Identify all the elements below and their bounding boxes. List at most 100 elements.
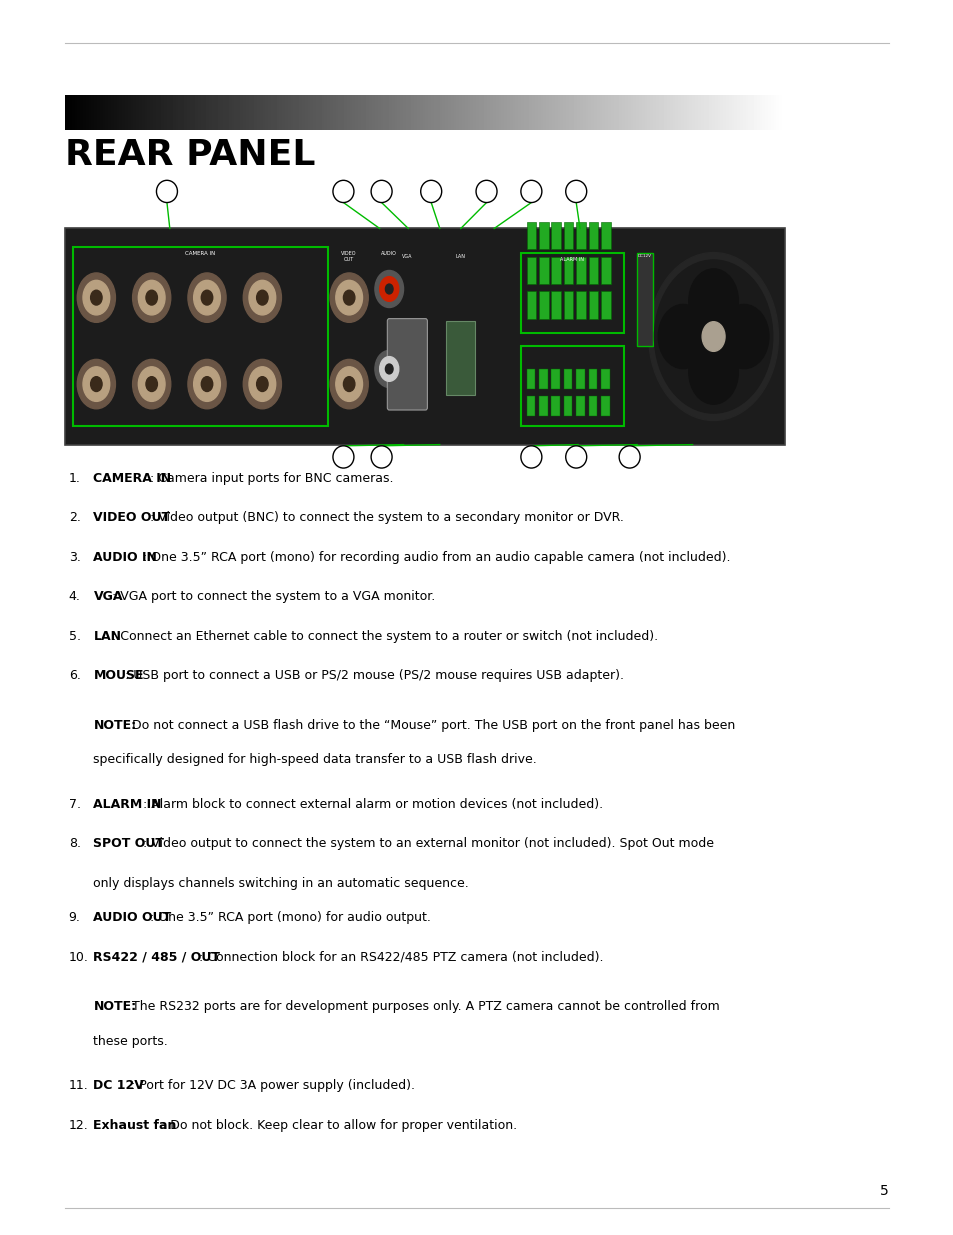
Circle shape <box>375 270 403 308</box>
Circle shape <box>379 277 398 301</box>
Text: : Connection block for an RS422/485 PTZ camera (not included).: : Connection block for an RS422/485 PTZ … <box>199 951 603 965</box>
FancyBboxPatch shape <box>65 228 784 445</box>
FancyBboxPatch shape <box>538 369 547 389</box>
FancyBboxPatch shape <box>600 291 610 319</box>
Text: : Alarm block to connect external alarm or motion devices (not included).: : Alarm block to connect external alarm … <box>143 798 603 811</box>
Circle shape <box>385 364 393 374</box>
Text: 5.: 5. <box>69 630 81 643</box>
Circle shape <box>91 377 102 391</box>
FancyBboxPatch shape <box>538 257 548 284</box>
Text: AUDIO: AUDIO <box>381 251 396 256</box>
Circle shape <box>146 290 157 305</box>
Text: MOUSE: MOUSE <box>93 669 144 683</box>
Circle shape <box>138 280 165 315</box>
Circle shape <box>77 359 115 409</box>
Text: ALARM IN: ALARM IN <box>559 257 584 262</box>
FancyBboxPatch shape <box>588 257 598 284</box>
Text: VGA: VGA <box>401 254 413 259</box>
Circle shape <box>654 259 772 412</box>
FancyBboxPatch shape <box>576 396 584 416</box>
FancyBboxPatch shape <box>551 257 560 284</box>
FancyBboxPatch shape <box>551 369 559 389</box>
Circle shape <box>138 367 165 401</box>
FancyBboxPatch shape <box>538 396 547 416</box>
FancyBboxPatch shape <box>551 396 559 416</box>
Circle shape <box>719 304 768 368</box>
Text: 1.: 1. <box>69 472 80 485</box>
Ellipse shape <box>618 446 639 468</box>
Circle shape <box>330 359 368 409</box>
Text: 5: 5 <box>880 1184 888 1198</box>
Circle shape <box>375 351 403 388</box>
Text: AUDIO OUT: AUDIO OUT <box>93 911 172 925</box>
FancyBboxPatch shape <box>576 257 585 284</box>
Text: RS422 / 485 / OUT: RS422 / 485 / OUT <box>93 951 220 965</box>
Text: : Camera input ports for BNC cameras.: : Camera input ports for BNC cameras. <box>150 472 393 485</box>
Circle shape <box>243 273 281 322</box>
Text: NOTE:: NOTE: <box>93 1000 136 1014</box>
Text: 11.: 11. <box>69 1079 89 1093</box>
Ellipse shape <box>333 180 354 203</box>
Circle shape <box>77 273 115 322</box>
Text: : VGA port to connect the system to a VGA monitor.: : VGA port to connect the system to a VG… <box>112 590 435 604</box>
Text: : Port for 12V DC 3A power supply (included).: : Port for 12V DC 3A power supply (inclu… <box>131 1079 415 1093</box>
FancyBboxPatch shape <box>588 369 597 389</box>
FancyBboxPatch shape <box>576 369 584 389</box>
Circle shape <box>188 359 226 409</box>
Circle shape <box>330 273 368 322</box>
Circle shape <box>343 290 355 305</box>
FancyBboxPatch shape <box>563 291 573 319</box>
Circle shape <box>243 359 281 409</box>
Ellipse shape <box>333 446 354 468</box>
FancyBboxPatch shape <box>526 257 536 284</box>
Text: The RS232 ports are for development purposes only. A PTZ camera cannot be contro: The RS232 ports are for development purp… <box>129 1000 720 1014</box>
FancyBboxPatch shape <box>387 319 427 410</box>
Text: : One 3.5” RCA port (mono) for recording audio from an audio capable camera (not: : One 3.5” RCA port (mono) for recording… <box>143 551 730 564</box>
Text: DC12V: DC12V <box>638 254 651 258</box>
FancyBboxPatch shape <box>588 222 598 249</box>
FancyBboxPatch shape <box>563 369 572 389</box>
Circle shape <box>648 252 778 420</box>
FancyBboxPatch shape <box>538 291 548 319</box>
FancyBboxPatch shape <box>576 222 585 249</box>
Ellipse shape <box>156 180 177 203</box>
Text: 10.: 10. <box>69 951 89 965</box>
Text: NOTE:: NOTE: <box>93 719 136 732</box>
Text: 6.: 6. <box>69 669 80 683</box>
Circle shape <box>83 280 110 315</box>
Text: AUDIO IN: AUDIO IN <box>93 551 157 564</box>
Text: SPOT OUT: SPOT OUT <box>93 837 164 851</box>
Text: CAMERA IN: CAMERA IN <box>185 251 215 256</box>
Text: : Connect an Ethernet cable to connect the system to a router or switch (not inc: : Connect an Ethernet cable to connect t… <box>112 630 658 643</box>
Ellipse shape <box>520 446 541 468</box>
Text: VIDEO
OUT: VIDEO OUT <box>341 251 356 262</box>
FancyBboxPatch shape <box>600 396 609 416</box>
Text: REAR PANEL: REAR PANEL <box>65 138 314 173</box>
Circle shape <box>701 321 724 351</box>
FancyBboxPatch shape <box>563 222 573 249</box>
Circle shape <box>132 359 171 409</box>
Ellipse shape <box>565 180 586 203</box>
Ellipse shape <box>520 180 541 203</box>
Text: : Do not block. Keep clear to allow for proper ventilation.: : Do not block. Keep clear to allow for … <box>162 1119 517 1132</box>
Text: : One 3.5” RCA port (mono) for audio output.: : One 3.5” RCA port (mono) for audio out… <box>150 911 430 925</box>
Circle shape <box>379 357 398 382</box>
Text: 7.: 7. <box>69 798 81 811</box>
Circle shape <box>132 273 171 322</box>
Text: CAMERA IN: CAMERA IN <box>93 472 172 485</box>
Circle shape <box>335 280 362 315</box>
Text: Exhaust fan: Exhaust fan <box>93 1119 176 1132</box>
Text: 12.: 12. <box>69 1119 89 1132</box>
Circle shape <box>688 340 738 404</box>
FancyBboxPatch shape <box>526 291 536 319</box>
FancyBboxPatch shape <box>588 291 598 319</box>
FancyBboxPatch shape <box>600 222 610 249</box>
FancyBboxPatch shape <box>526 222 536 249</box>
FancyBboxPatch shape <box>563 396 572 416</box>
Circle shape <box>658 304 707 368</box>
Circle shape <box>343 377 355 391</box>
Ellipse shape <box>371 446 392 468</box>
Text: : USB port to connect a USB or PS/2 mouse (PS/2 mouse requires USB adapter).: : USB port to connect a USB or PS/2 mous… <box>125 669 623 683</box>
FancyBboxPatch shape <box>600 257 610 284</box>
Ellipse shape <box>565 446 586 468</box>
